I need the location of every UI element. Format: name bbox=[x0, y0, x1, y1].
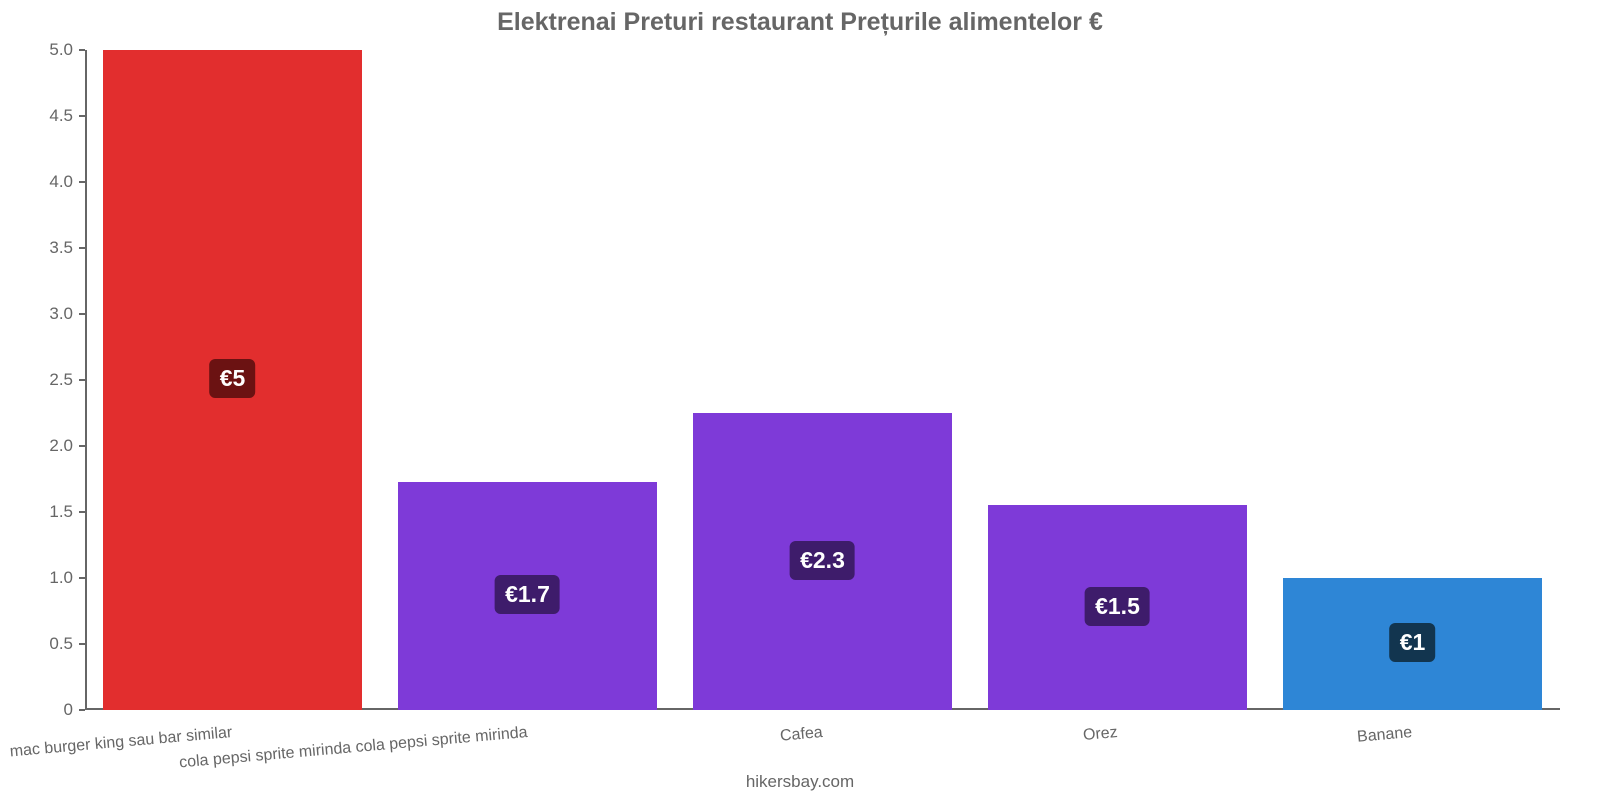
bar-value-label: €1.7 bbox=[495, 575, 560, 614]
y-tick-mark bbox=[79, 379, 85, 381]
bar-value-label: €1.5 bbox=[1085, 587, 1150, 626]
bar: €1.5 bbox=[988, 505, 1248, 710]
y-tick-mark bbox=[79, 643, 85, 645]
y-tick-mark bbox=[79, 181, 85, 183]
attribution: hikersbay.com bbox=[0, 772, 1600, 792]
y-tick-label: 5.0 bbox=[49, 40, 73, 60]
y-tick-mark bbox=[79, 247, 85, 249]
bars-region: €5mac burger king sau bar similar€1.7col… bbox=[85, 50, 1560, 710]
chart-title: Elektrenai Preturi restaurant Prețurile … bbox=[0, 0, 1600, 37]
y-tick-label: 0 bbox=[64, 700, 73, 720]
bar: €1 bbox=[1283, 578, 1543, 710]
bar-value-label: €1 bbox=[1390, 623, 1436, 662]
bar-slot: €1.5Orez bbox=[970, 50, 1265, 710]
y-tick-label: 1.5 bbox=[49, 502, 73, 522]
plot-area: €5mac burger king sau bar similar€1.7col… bbox=[85, 50, 1560, 710]
y-tick-label: 1.0 bbox=[49, 568, 73, 588]
bar-slot: €5mac burger king sau bar similar bbox=[85, 50, 380, 710]
x-tick-label: Banane bbox=[1357, 724, 1414, 747]
x-tick-label: Orez bbox=[1082, 724, 1118, 745]
y-tick-mark bbox=[79, 313, 85, 315]
bar-slot: €2.3Cafea bbox=[675, 50, 970, 710]
y-tick-label: 2.0 bbox=[49, 436, 73, 456]
bar: €1.7 bbox=[398, 482, 658, 710]
bar-value-label: €5 bbox=[210, 359, 256, 398]
bar-slot: €1Banane bbox=[1265, 50, 1560, 710]
y-tick-label: 3.5 bbox=[49, 238, 73, 258]
bar-value-label: €2.3 bbox=[790, 541, 855, 580]
y-tick-mark bbox=[79, 709, 85, 711]
y-tick-label: 4.5 bbox=[49, 106, 73, 126]
y-tick-mark bbox=[79, 49, 85, 51]
y-tick-label: 0.5 bbox=[49, 634, 73, 654]
y-tick-mark bbox=[79, 445, 85, 447]
y-tick-mark bbox=[79, 577, 85, 579]
y-tick-mark bbox=[79, 511, 85, 513]
y-tick-mark bbox=[79, 115, 85, 117]
y-tick-label: 3.0 bbox=[49, 304, 73, 324]
bar-chart: Elektrenai Preturi restaurant Prețurile … bbox=[0, 0, 1600, 800]
y-tick-label: 4.0 bbox=[49, 172, 73, 192]
x-tick-label: Cafea bbox=[779, 724, 823, 746]
bar: €2.3 bbox=[693, 413, 953, 710]
y-tick-label: 2.5 bbox=[49, 370, 73, 390]
bar: €5 bbox=[103, 50, 363, 710]
bar-slot: €1.7cola pepsi sprite mirinda cola pepsi… bbox=[380, 50, 675, 710]
